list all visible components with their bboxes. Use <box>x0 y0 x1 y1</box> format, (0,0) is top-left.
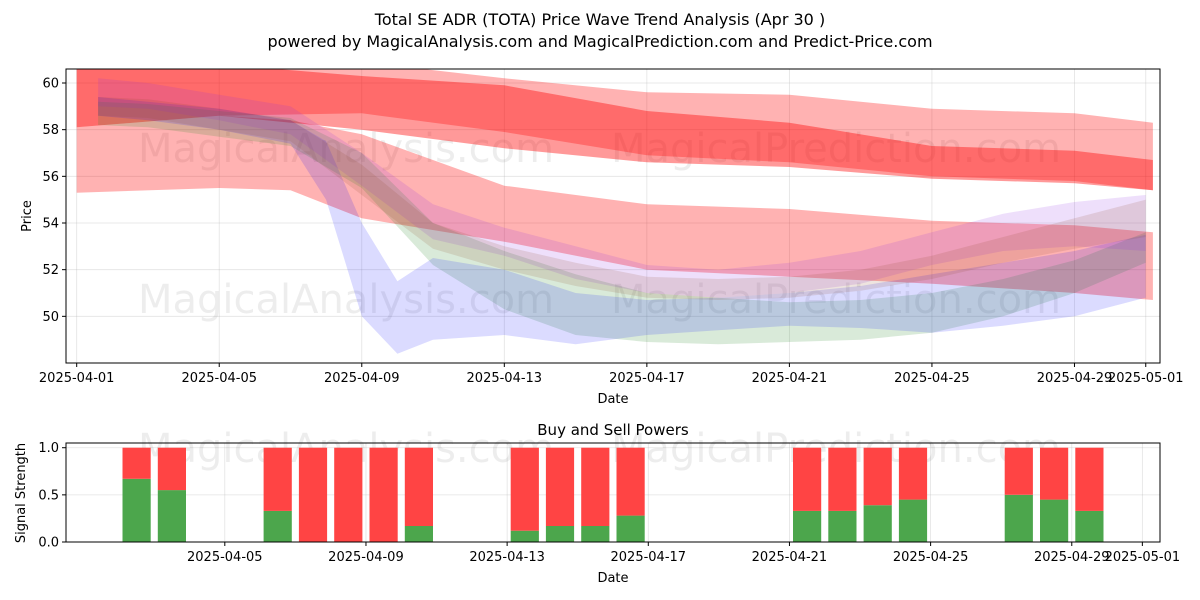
signal-y-axis-label: Signal Strength <box>14 443 29 543</box>
buy-bar <box>793 510 822 542</box>
price-band-blue-wave <box>98 97 1146 354</box>
price-x-tick-label: 2025-05-01 <box>1108 371 1184 386</box>
signal-plot-background <box>66 443 1160 542</box>
sell-bar <box>898 447 928 500</box>
signal-x-tick-label: 2025-04-25 <box>893 550 969 565</box>
signal-x-tick-label: 2025-04-21 <box>752 550 828 565</box>
price-y-tick-label: 56 <box>42 170 59 185</box>
price-band-red-band-upper <box>76 69 1153 191</box>
signal-y-tick-label: 0.0 <box>38 536 59 551</box>
signal-plot-frame <box>65 442 1161 543</box>
price-x-tick-label: 2025-04-13 <box>467 371 543 386</box>
signal-x-tick-label: 2025-04-09 <box>328 550 404 565</box>
watermark-analysis-top: MagicalAnalysis.com <box>138 126 554 172</box>
price-wave-chart: MagicalAnalysis.com MagicalPrediction.co… <box>20 68 1184 407</box>
signal-x-tick-label: 2025-04-05 <box>187 550 263 565</box>
signal-y-tick-label: 0.5 <box>38 488 59 503</box>
price-ticks: 2025-04-01 2025-04-05 2025-04-09 2025-04-13… <box>39 77 1184 387</box>
sell-bar <box>510 447 539 531</box>
price-x-tick-label: 2025-04-21 <box>752 371 828 386</box>
price-band-purple-wave <box>98 78 1146 298</box>
price-y-axis-label: Price <box>20 200 35 232</box>
buy-bar <box>157 490 186 542</box>
sell-bar <box>122 447 151 479</box>
price-x-axis-label: Date <box>597 392 628 407</box>
price-bands <box>76 69 1153 354</box>
price-plot-background <box>66 69 1160 363</box>
buy-bar <box>122 478 151 542</box>
price-band-red-band-dark <box>76 69 1153 191</box>
price-band-brown-wave <box>98 97 1146 300</box>
price-y-tick-label: 50 <box>42 310 59 325</box>
sell-bar <box>1004 447 1033 495</box>
buy-bar <box>510 530 539 542</box>
sell-bar <box>793 447 822 511</box>
watermark-prediction-mid: MagicalPrediction.com <box>611 277 1061 323</box>
price-x-tick-label: 2025-04-25 <box>894 371 970 386</box>
price-x-tick-label: 2025-04-01 <box>39 371 115 386</box>
buy-bar <box>616 515 645 542</box>
price-x-tick-label: 2025-04-29 <box>1037 371 1113 386</box>
price-band-green-wave <box>98 101 1146 345</box>
sell-bar <box>863 447 892 506</box>
sell-bar <box>369 447 398 542</box>
buy-bar <box>1075 510 1104 542</box>
sell-bar <box>828 447 857 511</box>
price-y-tick-label: 54 <box>42 217 59 232</box>
price-watermarks: MagicalAnalysis.com MagicalPrediction.co… <box>138 126 1061 323</box>
buy-bar <box>828 510 857 542</box>
buy-bar <box>263 510 292 542</box>
buy-bar <box>1004 494 1033 542</box>
watermark-analysis-mid: MagicalAnalysis.com <box>138 277 554 323</box>
buy-bar <box>581 526 610 542</box>
signal-x-axis-label: Date <box>597 571 628 586</box>
sell-bar <box>616 447 645 516</box>
sell-bar <box>545 447 575 526</box>
sell-bar <box>263 447 292 511</box>
buy-sell-chart: Buy and Sell Powers MagicalAnalysis.com … <box>14 421 1180 586</box>
price-y-tick-label: 60 <box>42 77 59 92</box>
sell-bar <box>334 447 363 542</box>
main-chart-subtitle: powered by MagicalAnalysis.com and Magic… <box>267 32 932 51</box>
buy-bar <box>404 526 433 542</box>
price-x-tick-label: 2025-04-09 <box>324 371 400 386</box>
buy-bar <box>863 505 892 542</box>
sell-bar <box>404 447 433 526</box>
signal-y-tick-label: 1.0 <box>38 441 59 456</box>
buy-sell-title: Buy and Sell Powers <box>537 421 689 439</box>
main-chart-title: Total SE ADR (TOTA) Price Wave Trend Ana… <box>374 10 825 29</box>
price-y-tick-label: 52 <box>42 263 59 278</box>
price-plot-frame <box>65 68 1161 364</box>
buy-bar <box>898 499 928 542</box>
signal-x-tick-label: 2025-05-01 <box>1105 550 1181 565</box>
buy-bar <box>545 526 575 542</box>
sell-bar <box>157 447 186 491</box>
price-band-red-band-lower <box>76 115 1153 300</box>
price-x-tick-label: 2025-04-05 <box>181 371 257 386</box>
signal-ticks: 2025-04-05 2025-04-09 2025-04-13 2025-04-17… <box>38 441 1180 565</box>
sell-bar <box>1040 447 1069 500</box>
signal-bars <box>122 447 1104 542</box>
price-x-tick-label: 2025-04-17 <box>609 371 685 386</box>
signal-x-tick-label: 2025-04-17 <box>611 550 687 565</box>
sell-bar <box>1075 447 1104 511</box>
price-y-tick-label: 58 <box>42 123 59 138</box>
signal-x-tick-label: 2025-04-13 <box>469 550 545 565</box>
sell-bar <box>298 447 328 542</box>
watermark-prediction-top: MagicalPrediction.com <box>611 126 1061 172</box>
price-grid <box>66 69 1160 363</box>
signal-x-tick-label: 2025-04-29 <box>1034 550 1110 565</box>
buy-bar <box>1040 499 1069 542</box>
sell-bar <box>581 447 610 526</box>
